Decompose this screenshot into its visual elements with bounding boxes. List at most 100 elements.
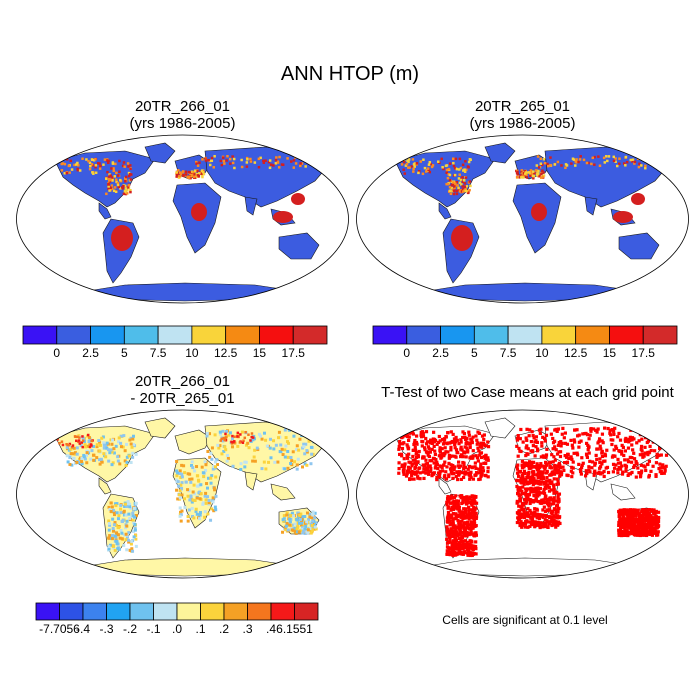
grid-cell [619, 518, 623, 522]
grid-cell [587, 161, 590, 165]
grid-cell [65, 171, 69, 175]
grid-cell [218, 430, 222, 434]
grid-cell [520, 525, 524, 529]
grid-cell [212, 509, 216, 513]
grid-cell [476, 441, 480, 445]
grid-cell [190, 500, 194, 504]
grid-cell [662, 471, 666, 475]
grid-cell [478, 471, 483, 475]
grid-cell [463, 466, 468, 470]
tropical-forest-region [273, 211, 293, 223]
grid-cell [118, 170, 121, 173]
grid-cell [177, 176, 181, 179]
grid-cell [540, 464, 544, 468]
grid-cell [124, 175, 128, 179]
grid-cell [616, 435, 620, 439]
grid-cell [453, 185, 456, 188]
grid-cell [175, 173, 179, 177]
grid-cell [295, 467, 299, 471]
grid-cell [646, 514, 650, 519]
colorbar-tick-label: 7.5 [499, 346, 517, 360]
grid-cell [485, 457, 489, 461]
grid-cell [244, 430, 247, 434]
grid-cell [109, 501, 113, 505]
grid-cell [198, 511, 202, 515]
grid-cell [92, 159, 96, 162]
grid-cell [536, 486, 540, 490]
grid-cell [619, 449, 624, 453]
grid-cell [515, 436, 520, 441]
grid-cell [534, 490, 538, 494]
grid-cell [654, 461, 659, 465]
grid-cell [449, 430, 453, 434]
grid-cell [58, 442, 61, 445]
grid-cell [175, 478, 179, 482]
grid-cell [599, 447, 603, 451]
grid-cell [535, 164, 539, 167]
grid-cell [519, 493, 523, 497]
grid-cell [451, 522, 455, 526]
grid-cell [547, 522, 552, 526]
grid-cell [641, 452, 645, 456]
grid-cell [207, 499, 211, 503]
grid-cell [619, 525, 623, 529]
grid-cell [122, 513, 126, 517]
grid-cell [622, 508, 626, 512]
grid-cell [527, 466, 532, 470]
grid-cell [201, 501, 205, 505]
grid-cell [617, 162, 621, 166]
grid-cell [278, 450, 282, 454]
grid-cell [479, 455, 484, 460]
grid-cell [239, 433, 242, 436]
grid-cell [437, 440, 441, 445]
grid-cell [295, 517, 299, 521]
grid-cell [60, 162, 63, 166]
grid-cell [97, 439, 101, 443]
grid-cell [297, 530, 301, 534]
grid-cell [630, 160, 634, 163]
grid-cell [645, 462, 650, 467]
grid-cell [311, 510, 315, 514]
grid-cell [571, 471, 575, 475]
grid-cell [129, 539, 133, 543]
grid-cell [122, 543, 126, 547]
grid-cell [91, 444, 95, 448]
grid-cell [473, 531, 477, 535]
grid-cell [438, 464, 442, 468]
grid-cell [460, 183, 463, 186]
grid-cell [98, 449, 102, 453]
grid-cell [305, 511, 309, 515]
grid-cell [542, 157, 546, 161]
grid-cell [536, 494, 540, 498]
grid-cell [132, 535, 136, 539]
grid-cell [571, 446, 575, 450]
grid-cell [517, 504, 521, 508]
grid-cell [534, 445, 538, 449]
grid-cell [287, 520, 291, 524]
grid-cell [540, 163, 544, 167]
grid-cell [435, 462, 439, 467]
grid-cell [222, 449, 226, 453]
grid-cell [543, 439, 547, 443]
grid-cell [595, 430, 599, 434]
grid-cell [450, 186, 453, 190]
grid-cell [445, 442, 449, 446]
grid-cell [624, 530, 628, 534]
grid-cell [314, 527, 318, 531]
grid-cell [474, 547, 478, 551]
grid-cell [262, 159, 265, 163]
grid-cell [538, 482, 542, 486]
grid-cell [463, 529, 467, 533]
grid-cell [525, 482, 529, 486]
grid-cell [112, 189, 116, 193]
grid-cell [633, 520, 637, 524]
grid-cell [660, 465, 664, 469]
grid-cell [244, 443, 248, 447]
grid-cell [552, 496, 556, 500]
grid-cell [623, 162, 626, 165]
grid-cell [276, 161, 280, 164]
continent-antarctica [74, 282, 296, 302]
grid-cell [466, 448, 470, 452]
grid-cell [276, 460, 280, 464]
grid-cell [521, 512, 526, 516]
